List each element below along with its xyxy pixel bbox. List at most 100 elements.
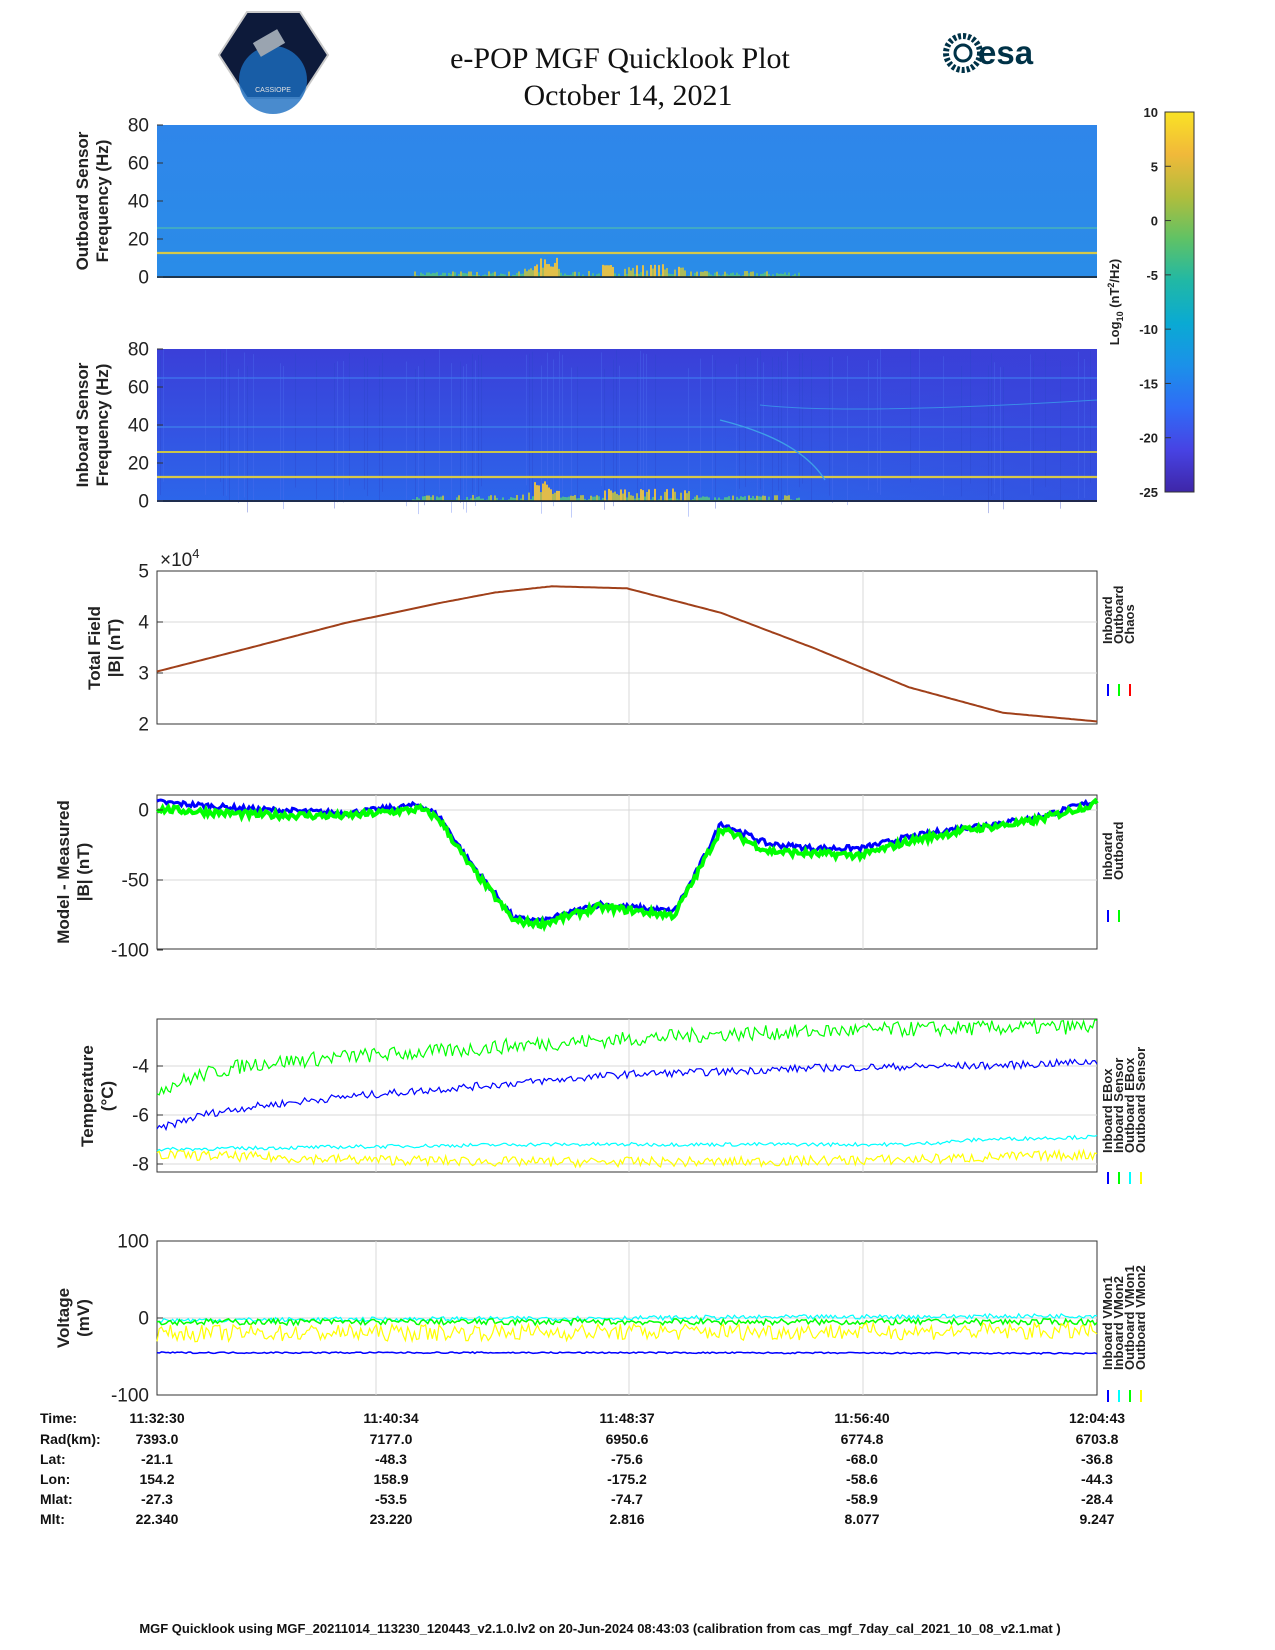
series-line-chaos — [156, 585, 1098, 723]
ephemeris-cell: 9.247 — [1079, 1511, 1114, 1527]
ephemeris-cell: -175.2 — [607, 1471, 647, 1487]
ephemeris-cell: 11:56:40 — [834, 1410, 889, 1426]
ephemeris-cell: -48.3 — [375, 1451, 407, 1467]
ephemeris-cell: -36.8 — [1081, 1451, 1113, 1467]
voltage-y-label-line1: Voltage — [54, 1288, 73, 1348]
voltage-series — [156, 1312, 1098, 1355]
outboard-y-label-line2: Frequency (Hz) — [93, 140, 112, 263]
y-tick-label: 80 — [128, 116, 149, 137]
temperature-series — [156, 1017, 1098, 1169]
y-tick-label: 0 — [138, 801, 149, 822]
voltage-y-label-line2: (mV) — [74, 1299, 93, 1337]
y-tick-label: 80 — [128, 340, 149, 361]
colorbar-tick-label: 0 — [1151, 214, 1158, 229]
mission-logo-text: CASSIOPE — [255, 87, 291, 94]
colorbar-label: Log10 (nT2/Hz) — [1106, 259, 1125, 346]
series-line-inboard-vmon1 — [156, 1351, 1098, 1355]
ephemeris-cell: 6950.6 — [606, 1431, 649, 1447]
outboard-low-frequency-activity — [412, 257, 800, 277]
total-field-multiplier: ×104 — [160, 546, 199, 571]
inboard-spectrogram-panel: 80 60 40 20 0 Inboard Sensor Frequency (Hz) — [73, 340, 1098, 518]
outboard-spectrogram-area — [157, 125, 1097, 278]
esa-logo-text: esa — [978, 34, 1034, 71]
outboard-spectrogram-panel: 80 60 40 20 0 Outboard Sensor Frequency (Hz) — [73, 116, 1097, 289]
y-tick-label: 40 — [128, 192, 149, 213]
ephemeris-cell: -28.4 — [1081, 1491, 1113, 1507]
temperature-y-label-line2: (°C) — [98, 1081, 117, 1111]
ephemeris-cell: -27.3 — [141, 1491, 173, 1507]
model-minus-measured-y-axis: 0 -50 -100 — [111, 801, 163, 962]
legend-label: Outboard VMon1 — [1122, 1265, 1137, 1370]
y-tick-label: 40 — [128, 416, 149, 437]
y-tick-label: 60 — [128, 378, 149, 399]
voltage-panel: 100 0 -100 Voltage (mV) Inboard VMon1Inboa… — [54, 1232, 1148, 1407]
colorbar-tick-label: -25 — [1139, 485, 1158, 500]
model-minus-measured-plot-area — [156, 794, 1098, 950]
y-tick-label: -50 — [122, 871, 149, 892]
ephemeris-cell: 7177.0 — [370, 1431, 413, 1447]
inboard-vertical-streaks — [160, 349, 1091, 518]
colorbar-ticks: 10 5 0 -5 -10 -15 -20 -25 — [1139, 105, 1171, 500]
y-tick-label: -100 — [111, 1386, 149, 1407]
plot-title: e-POP MGF Quicklook Plot — [450, 42, 790, 75]
model-minus-measured-y-label-line2: |B| (nT) — [74, 843, 93, 902]
temperature-plot-area — [156, 1018, 1098, 1173]
ephemeris-cell: 11:40:34 — [363, 1410, 418, 1426]
ephemeris-cell: -44.3 — [1081, 1471, 1113, 1487]
ephemeris-table: Time: Rad(km): Lat: Lon: Mlat: Mlt: 11:32:30 73… — [40, 1410, 1125, 1527]
colorbar-tick-label: -20 — [1139, 431, 1158, 446]
inboard-tone-trace — [719, 419, 826, 481]
series-line-outboard-ebox — [156, 1134, 1098, 1152]
ephemeris-cell: -53.5 — [375, 1491, 407, 1507]
ephemeris-cell: 2.816 — [609, 1511, 644, 1527]
model-minus-measured-panel: 0 -50 -100 Model - Measured |B| (nT) Inboa… — [54, 794, 1126, 962]
ephemeris-cell: 8.077 — [844, 1511, 879, 1527]
total-field-panel: 5 4 3 2 ×104 Total Field |B| (nT) InboardOu… — [85, 546, 1137, 736]
y-tick-label: -8 — [132, 1155, 149, 1176]
footer-note: MGF Quicklook using MGF_20211014_113230_… — [139, 1621, 1060, 1636]
legend-label: Outboard VMon2 — [1133, 1265, 1148, 1370]
ephemeris-row-label: Lat: — [40, 1451, 66, 1467]
legend-label: Inboard VMon2 — [1111, 1276, 1126, 1370]
ephemeris-cell: 154.2 — [139, 1471, 174, 1487]
y-tick-label: 0 — [138, 492, 149, 513]
outboard-spectrogram-y-axis: 80 60 40 20 0 — [128, 116, 163, 289]
colorbar-tick-label: -10 — [1139, 322, 1158, 337]
legend-label: Inboard VMon1 — [1100, 1276, 1115, 1370]
y-tick-label: -6 — [132, 1106, 149, 1127]
ephemeris-cell: 11:48:37 — [599, 1410, 654, 1426]
ephemeris-cell: 7393.0 — [136, 1431, 179, 1447]
ephemeris-cell: 11:32:30 — [129, 1410, 184, 1426]
legend-label: Inboard — [1100, 596, 1115, 644]
ephemeris-cell: 158.9 — [373, 1471, 408, 1487]
plot-date: October 14, 2021 — [523, 79, 732, 112]
y-tick-label: 20 — [128, 230, 149, 251]
ephemeris-row-label: Time: — [40, 1410, 77, 1426]
total-field-series — [156, 585, 1098, 723]
ephemeris-cell: -75.6 — [611, 1451, 643, 1467]
ephemeris-row-label: Mlat: — [40, 1491, 73, 1507]
y-tick-label: 0 — [138, 268, 149, 289]
temperature-y-label-line1: Temperature — [78, 1045, 97, 1147]
legend-label: Outboard EBox — [1122, 1057, 1137, 1153]
colorbar-tick-label: 10 — [1144, 105, 1158, 120]
ephemeris-cell: 12:04:43 — [1069, 1410, 1125, 1426]
legend-label: Inboard — [1100, 832, 1115, 880]
series-line-outboard-vmon2 — [156, 1320, 1098, 1344]
ephemeris-row-label: Mlt: — [40, 1511, 65, 1527]
ephemeris-cell: -58.6 — [846, 1471, 878, 1487]
inboard-y-label-line1: Inboard Sensor — [73, 362, 92, 487]
legend-label: Outboard — [1111, 585, 1126, 644]
mission-logo: CASSIOPE — [217, 11, 330, 114]
ephemeris-cell: 6703.8 — [1076, 1431, 1119, 1447]
y-tick-label: 20 — [128, 454, 149, 475]
voltage-y-axis: 100 0 -100 — [111, 1232, 163, 1407]
series-line-inboard-ebox — [156, 1057, 1098, 1132]
total-field-y-axis: 5 4 3 2 — [138, 562, 163, 736]
colorbar-tick-label: 5 — [1151, 159, 1158, 174]
y-tick-label: -4 — [132, 1057, 149, 1078]
legend-label: Outboard Sensor — [1133, 1047, 1148, 1153]
